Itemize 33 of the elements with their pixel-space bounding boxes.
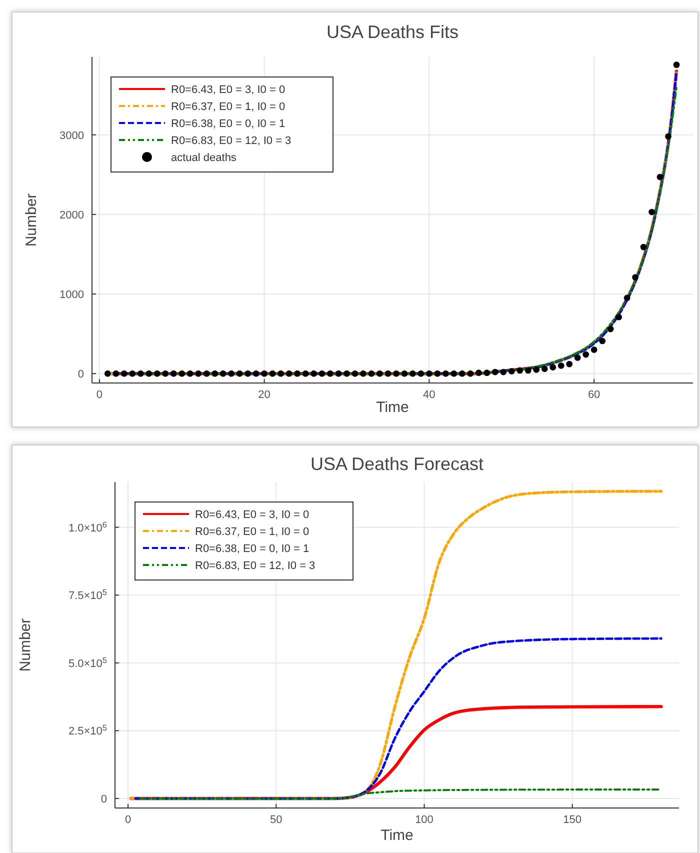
chart-title: USA Deaths Fits	[326, 22, 459, 42]
y-tick-label: 2.5×10$^{5}$	[68, 723, 108, 738]
legend-label: R0=6.38, E0 = 0, I0 = 1	[171, 118, 286, 130]
x-tick-label: 150	[563, 814, 582, 826]
legend-label: R0=6.38, E0 = 0, I0 = 1	[195, 543, 310, 555]
x-tick-label: 0	[124, 814, 132, 826]
y-tick-label: 7.5×10$^{5}$	[68, 588, 108, 602]
x-tick-label: 60	[588, 389, 600, 401]
legend-label: R0=6.43, E0 = 3, I0 = 0	[171, 84, 286, 96]
x-tick-label: 40	[423, 389, 436, 401]
y-tick-label: 2000	[60, 209, 84, 222]
legend-label: R0=6.83, E0 = 12, I0 = 3	[195, 560, 316, 572]
x-axis-title: Time	[380, 827, 414, 844]
legend-label: R0=6.37, E0 = 1, I0 = 0	[171, 101, 286, 113]
y-tick-label: 5.0×10$^{5}$	[68, 655, 108, 670]
y-axis-title: Number	[23, 193, 40, 247]
legend-label: R0=6.83, E0 = 12, I0 = 3	[171, 135, 292, 147]
legend-label: R0=6.37, E0 = 1, I0 = 0	[195, 526, 310, 538]
y-axis-title: Number	[17, 618, 34, 672]
x-tick-label: 20	[258, 389, 270, 401]
line-series	[134, 637, 662, 800]
y-tick-label: 1.0×10$^{6}$	[68, 520, 108, 534]
x-tick-label: 100	[415, 814, 434, 826]
y-tick-label: 1000	[60, 289, 84, 302]
line-series	[130, 490, 663, 800]
x-axis-title: Time	[376, 399, 409, 416]
chart-title: USA Deaths Forecast	[310, 454, 484, 474]
y-tick-label: 0	[100, 794, 107, 806]
legend-label: actual deaths	[171, 152, 237, 164]
x-tick-label: 50	[270, 814, 282, 826]
y-tick-label: 0	[78, 368, 84, 381]
y-tick-label: 3000	[60, 130, 84, 142]
legend-label: R0=6.43, E0 = 3, I0 = 0	[195, 509, 310, 521]
